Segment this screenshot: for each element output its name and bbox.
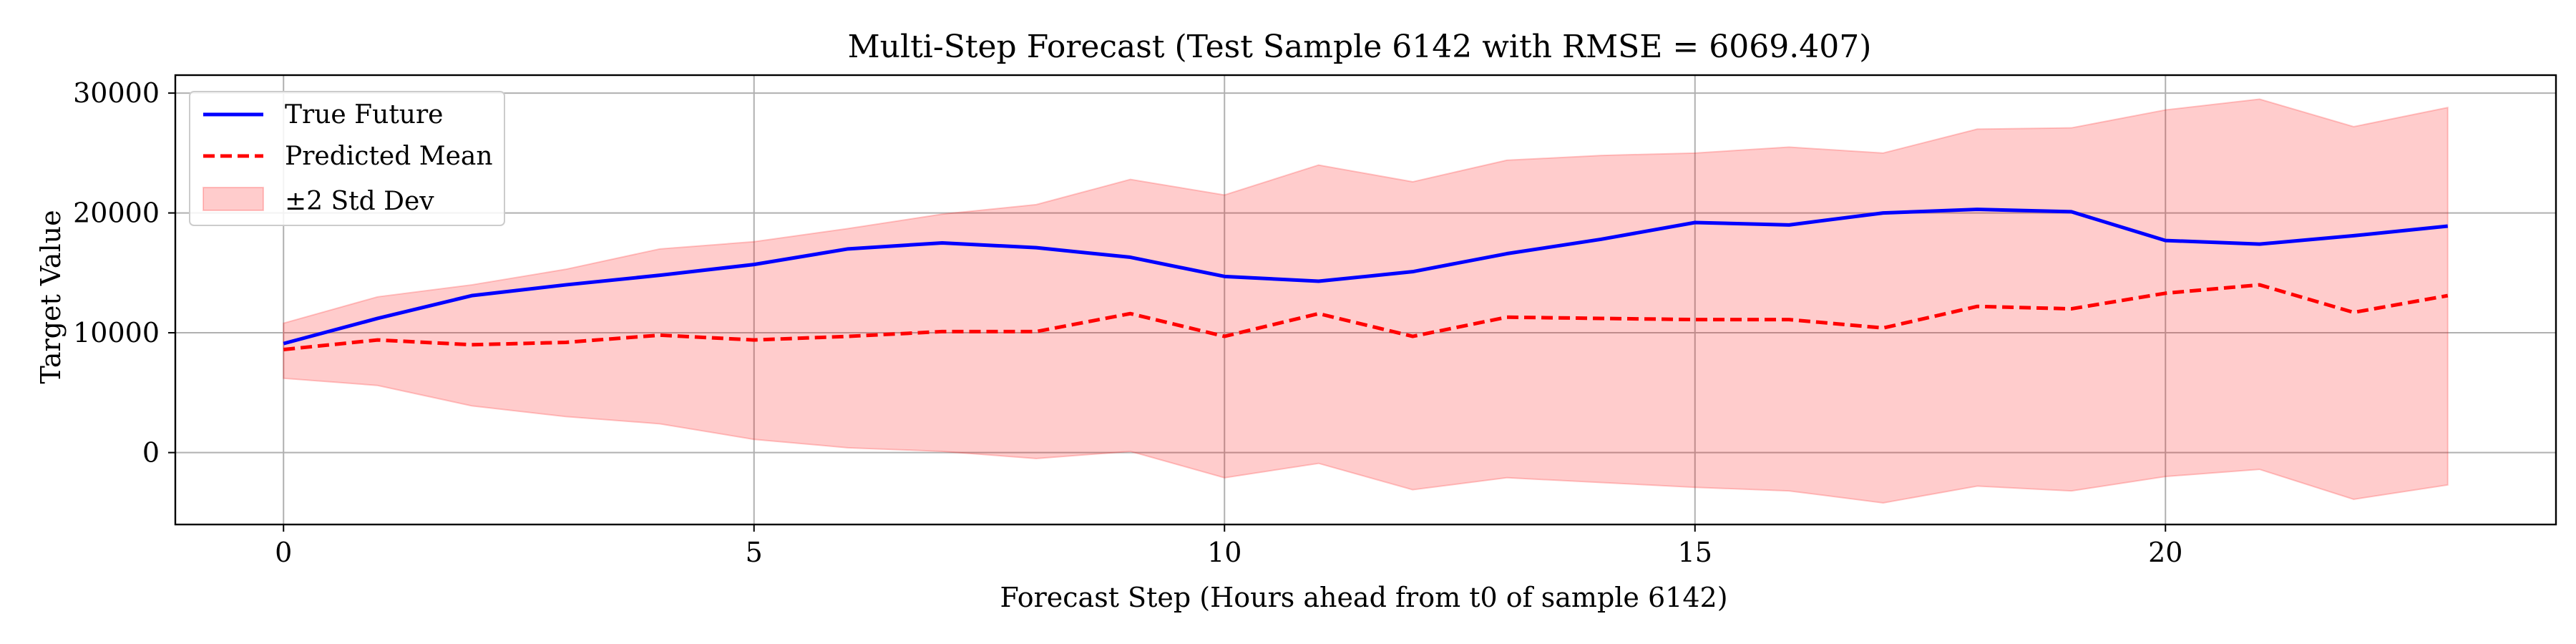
std-band-layer [283,98,2449,504]
predicted-mean-line [283,283,2449,351]
legend-frame [189,91,505,226]
legend: True Future Predicted Mean ±2 Std Dev [189,91,505,226]
y-tick-label: 30000 [73,77,160,109]
axis-ticks: 0 5 10 15 20 0 10000 20000 30000 [73,77,2182,568]
y-tick-label: 10000 [73,317,160,348]
x-tick-label: 5 [746,537,763,568]
chart-title: Multi-Step Forecast (Test Sample 6142 wi… [848,29,1872,65]
grid-lines [175,75,2556,525]
x-tick-label: 15 [1678,537,1712,568]
y-axis-label: Target Value [35,210,67,384]
x-tick-label: 10 [1207,537,1241,568]
plot-frame [174,74,2557,526]
x-tick-label: 20 [2148,537,2182,568]
legend-std-band-swatch [203,187,264,211]
series-lines [283,208,2449,351]
y-tick-label: 20000 [73,197,160,229]
x-axis-label: Forecast Step (Hours ahead from t0 of sa… [1000,582,1727,613]
std-dev-band [283,98,2449,504]
legend-true-future-label: True Future [285,100,443,130]
x-tick-label: 0 [275,537,292,568]
true-future-line [283,208,2449,346]
legend-std-band-label: ±2 Std Dev [285,187,434,216]
y-tick-label: 0 [142,437,160,469]
legend-predicted-mean-label: Predicted Mean [285,142,493,171]
